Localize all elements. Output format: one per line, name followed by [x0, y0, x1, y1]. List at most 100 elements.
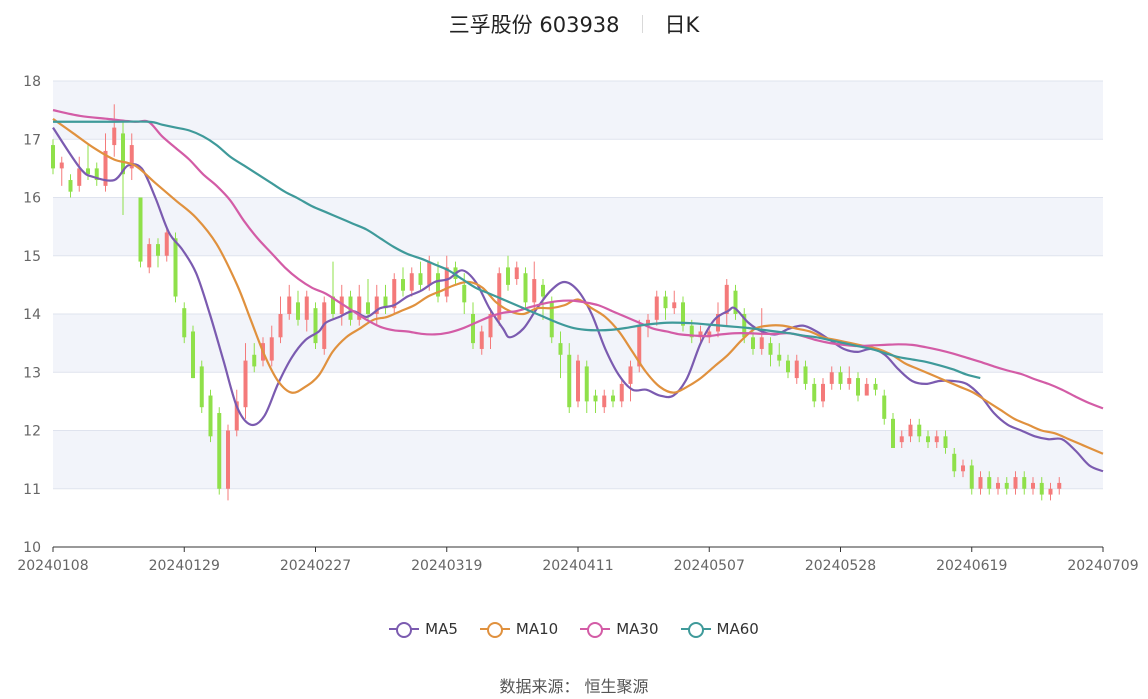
y-tick-label: 16: [23, 191, 41, 207]
candle-body: [707, 331, 712, 338]
candle-body: [742, 314, 747, 338]
x-tick-label: 20240227: [280, 558, 351, 574]
legend-item-ma60[interactable]: MA60: [680, 620, 759, 638]
legend-label: MA60: [716, 620, 759, 638]
candle: [1013, 471, 1018, 495]
candle-body: [199, 366, 204, 408]
candle-body: [663, 296, 668, 309]
candle-body: [497, 273, 502, 320]
candle: [208, 389, 213, 443]
candle: [226, 424, 230, 501]
candle: [882, 389, 887, 425]
candle: [803, 360, 808, 390]
candle-body: [978, 477, 983, 489]
candle-body: [777, 354, 782, 361]
candle-body: [269, 337, 274, 361]
candle-body: [444, 267, 449, 297]
legend-label: MA10: [515, 620, 559, 638]
candle-body: [899, 436, 904, 443]
candle: [199, 360, 204, 414]
candle: [663, 290, 668, 320]
candle-body: [1022, 477, 1027, 489]
candle-body: [103, 150, 108, 186]
candle-body: [786, 360, 790, 373]
candle-body: [838, 372, 843, 384]
candle: [532, 261, 537, 309]
candle: [252, 343, 257, 373]
candle: [103, 133, 108, 192]
candle-body: [86, 168, 90, 175]
candle-body: [934, 436, 939, 443]
candle-body: [812, 383, 817, 402]
candle-body: [681, 302, 685, 326]
candle-body: [646, 319, 650, 326]
candle: [952, 447, 957, 478]
candle-body: [427, 261, 432, 285]
candle-body: [1031, 482, 1035, 489]
candle: [488, 308, 493, 349]
x-tick-label: 20240411: [542, 558, 613, 574]
candle: [838, 366, 843, 390]
candle: [943, 430, 948, 454]
candle: [567, 343, 572, 414]
candle-body: [252, 354, 257, 367]
candle-body: [436, 273, 440, 297]
candle: [917, 418, 922, 443]
candle: [313, 302, 318, 349]
candle: [777, 343, 782, 367]
candle: [129, 133, 134, 181]
candle: [1057, 477, 1062, 495]
candle-body: [724, 284, 729, 314]
x-tick-label: 20240528: [805, 558, 876, 574]
candle: [1031, 477, 1035, 495]
candle-body: [628, 366, 633, 384]
candle-body: [864, 383, 869, 396]
candle: [278, 296, 283, 344]
legend-marker-icon: [479, 622, 510, 638]
legend-item-ma10[interactable]: MA10: [479, 620, 559, 638]
candle-body: [383, 296, 388, 309]
candle: [523, 267, 528, 309]
candle: [471, 302, 475, 349]
candle-body: [567, 354, 572, 408]
candle-body: [462, 284, 467, 303]
candle: [409, 267, 414, 297]
candle: [961, 459, 965, 478]
candle: [576, 354, 580, 408]
candle-body: [794, 360, 799, 379]
candle-body: [987, 477, 992, 489]
candle-body: [532, 279, 537, 303]
candle: [681, 296, 685, 332]
legend-item-ma5[interactable]: MA5: [389, 620, 458, 638]
candle: [269, 325, 274, 367]
candle-body: [418, 273, 423, 285]
candle: [908, 418, 913, 443]
candle: [654, 290, 659, 326]
candle: [794, 354, 799, 384]
candle: [331, 261, 335, 320]
candle: [156, 238, 160, 268]
candle-body: [304, 296, 309, 320]
candle-body: [672, 302, 677, 309]
candle-body: [1057, 482, 1062, 489]
candle: [978, 471, 983, 495]
candle-body: [208, 395, 213, 437]
candle-body: [147, 244, 152, 268]
candle-body: [392, 279, 397, 309]
candle: [147, 238, 152, 274]
candle: [926, 430, 930, 448]
candle-body: [882, 395, 887, 419]
candle: [1022, 471, 1027, 495]
candle-body: [226, 430, 230, 489]
candle-body: [488, 314, 493, 338]
candle: [672, 290, 677, 314]
legend-marker-icon: [389, 622, 420, 638]
candle-body: [829, 372, 834, 384]
legend-item-ma30[interactable]: MA30: [580, 620, 659, 638]
candle-body: [77, 168, 82, 186]
candle-body: [558, 343, 563, 355]
candle-body: [164, 232, 169, 256]
candle-body: [873, 383, 878, 390]
candle: [243, 343, 248, 419]
candle-body: [173, 238, 178, 297]
